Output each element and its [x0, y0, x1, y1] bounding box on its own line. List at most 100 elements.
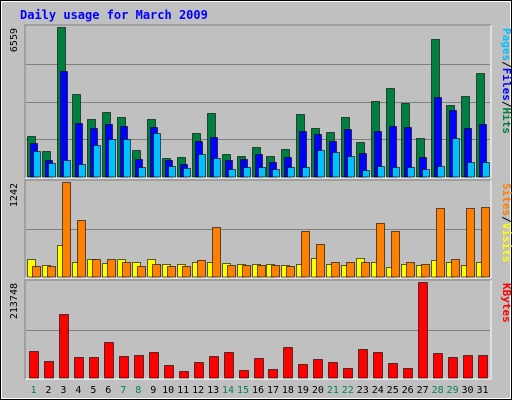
bar-kbytes-day-5 [89, 357, 99, 379]
bar-pages-day-27 [422, 169, 430, 178]
day-label-27: 27 [417, 385, 429, 396]
day-label-25: 25 [387, 385, 399, 396]
legend-entry: / [500, 216, 512, 223]
day-label-7: 7 [120, 385, 126, 396]
bar-sites-day-2 [47, 266, 56, 278]
bar-pages-day-19 [302, 167, 310, 178]
panel-top: 6559 Pages/Files/Hits [9, 24, 512, 179]
day-label-16: 16 [252, 385, 264, 396]
day-label-18: 18 [282, 385, 294, 396]
bar-kbytes-day-15 [239, 370, 249, 379]
bar-sites-day-21 [331, 262, 340, 278]
bar-pages-day-23 [362, 170, 370, 178]
day-label-19: 19 [297, 385, 309, 396]
panel-bottom: 213748 KBytes [9, 279, 512, 380]
bar-kbytes-day-17 [268, 369, 278, 379]
bar-kbytes-day-10 [164, 365, 174, 379]
bar-kbytes-day-8 [134, 355, 144, 379]
bar-pages-day-11 [183, 168, 191, 178]
bar-kbytes-day-21 [328, 362, 338, 379]
bar-pages-day-1 [33, 151, 41, 178]
panel-middle: 1242 Sites/Visits [9, 179, 512, 279]
bar-sites-day-4 [77, 220, 86, 278]
day-axis-labels: 1 2 3 4 5 6 7 8 9 10 11 12 13 14 15 16 17 18 19 20 21 22 23 24 2… [30, 385, 488, 396]
bar-pages-day-7 [123, 139, 131, 178]
legend-entry: / [500, 101, 512, 108]
day-label-22: 22 [342, 385, 354, 396]
bar-sites-day-28 [436, 208, 445, 278]
bar-pages-day-18 [287, 167, 295, 178]
day-label-17: 17 [267, 385, 279, 396]
day-label-30: 30 [462, 385, 474, 396]
bar-pages-day-25 [392, 167, 400, 178]
legend-entry: Pages [500, 28, 512, 61]
day-label-26: 26 [402, 385, 414, 396]
bar-sites-day-7 [122, 262, 131, 278]
bar-kbytes-day-18 [283, 347, 293, 379]
legend-entry: Visits [500, 223, 512, 263]
bar-kbytes-day-13 [209, 356, 219, 379]
bar-kbytes-day-31 [478, 355, 488, 379]
bar-pages-day-2 [48, 163, 56, 178]
bar-kbytes-day-2 [44, 361, 54, 379]
bar-kbytes-day-24 [373, 352, 383, 379]
bar-kbytes-day-3 [59, 314, 69, 379]
bar-sites-day-6 [107, 259, 116, 278]
bar-kbytes-day-6 [104, 342, 114, 379]
bar-kbytes-day-20 [313, 359, 323, 379]
panel-max-label: 1242 [9, 183, 20, 207]
bar-sites-day-18 [286, 266, 295, 278]
day-label-31: 31 [476, 385, 488, 396]
day-label-21: 21 [327, 385, 339, 396]
chart-title: Daily usage for March 2009 [20, 8, 208, 22]
series-pages [33, 133, 490, 178]
bar-pages-day-15 [243, 167, 251, 178]
bar-pages-day-30 [467, 162, 475, 178]
bar-sites-day-16 [257, 265, 266, 278]
day-label-5: 5 [90, 385, 96, 396]
bar-kbytes-day-23 [358, 349, 368, 379]
day-label-24: 24 [372, 385, 384, 396]
day-label-3: 3 [60, 385, 66, 396]
day-label-4: 4 [75, 385, 81, 396]
bar-pages-day-6 [108, 139, 116, 178]
bar-pages-day-31 [482, 162, 490, 178]
bar-pages-day-10 [168, 166, 176, 178]
bar-sites-day-8 [137, 266, 146, 278]
bar-sites-day-10 [167, 266, 176, 278]
bar-kbytes-day-29 [448, 357, 458, 379]
bar-sites-day-27 [421, 264, 430, 278]
series-kbytes [29, 282, 488, 379]
bar-sites-day-12 [197, 260, 206, 278]
bar-pages-day-26 [407, 167, 415, 178]
bar-kbytes-day-22 [343, 368, 353, 379]
bar-kbytes-day-26 [403, 368, 413, 379]
bar-kbytes-day-4 [74, 357, 84, 379]
bar-sites-day-19 [301, 231, 310, 278]
bar-pages-day-29 [452, 138, 460, 178]
bar-sites-day-17 [271, 265, 280, 278]
day-label-28: 28 [432, 385, 444, 396]
bar-files-day-28 [434, 97, 442, 178]
bar-kbytes-day-25 [388, 363, 398, 379]
bar-sites-day-3 [62, 182, 71, 278]
bar-pages-day-13 [213, 158, 221, 178]
bar-sites-day-25 [391, 231, 400, 278]
day-label-6: 6 [105, 385, 111, 396]
bar-sites-day-30 [466, 208, 475, 278]
day-label-23: 23 [357, 385, 369, 396]
day-label-14: 14 [222, 385, 234, 396]
bar-pages-day-16 [258, 167, 266, 178]
panel-legend: Sites/Visits [500, 183, 512, 263]
day-label-12: 12 [192, 385, 204, 396]
bar-sites-day-13 [212, 227, 221, 278]
bar-pages-day-8 [138, 167, 146, 178]
day-label-8: 8 [135, 385, 141, 396]
legend-entry: KBytes [500, 283, 512, 323]
bar-kbytes-day-12 [194, 362, 204, 379]
bar-pages-day-4 [78, 164, 86, 178]
panel-legend: KBytes [500, 283, 512, 323]
